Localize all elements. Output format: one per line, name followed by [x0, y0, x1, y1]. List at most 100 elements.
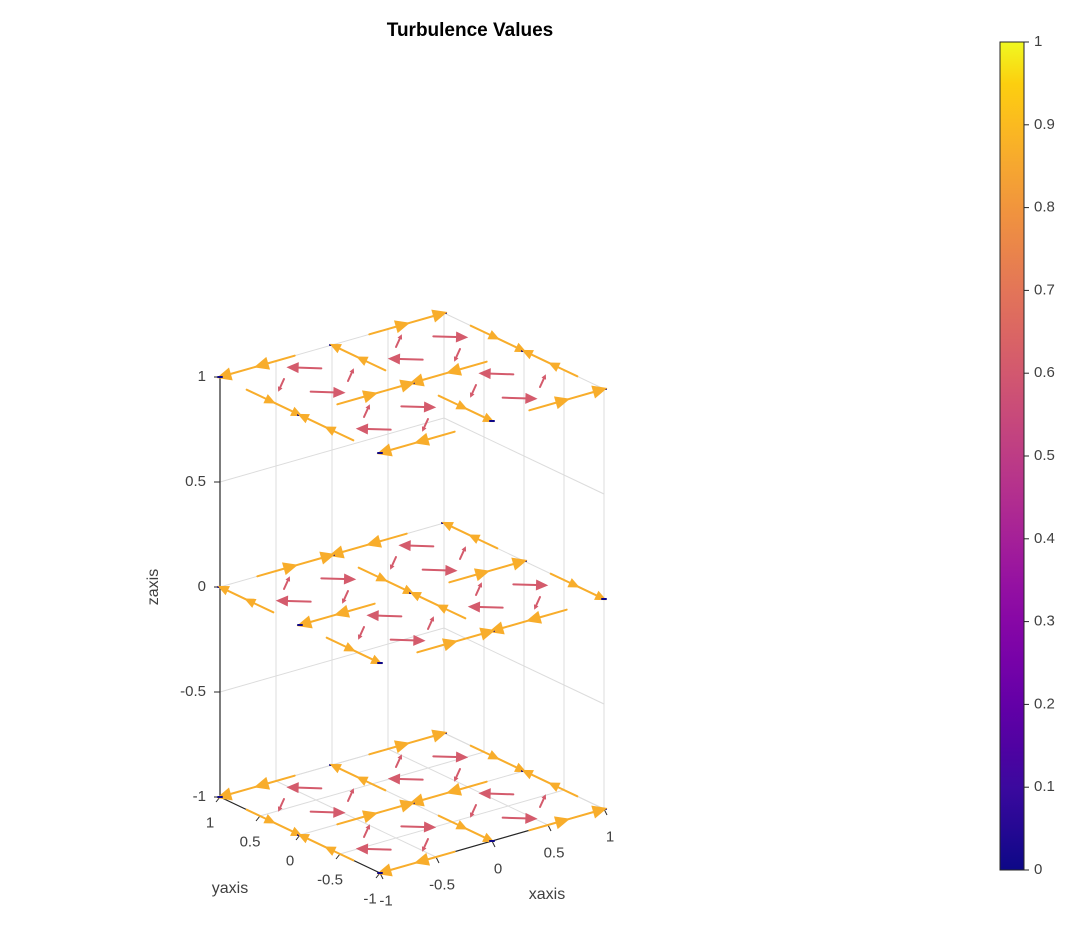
quiver-arrowhead — [474, 568, 490, 581]
quiver-arrow — [299, 788, 322, 789]
quiver-arrow — [273, 822, 292, 831]
quiver-arrow — [472, 805, 476, 813]
tick-label: -1 — [193, 788, 206, 805]
quiver-arrow — [231, 786, 257, 794]
quiver-arrow — [491, 794, 514, 795]
quiver-arrow — [396, 339, 400, 347]
quiver-arrowhead — [356, 843, 368, 854]
quiver-arrow — [392, 557, 396, 565]
quiver-arrow — [567, 812, 593, 820]
quiver-arrowhead — [424, 822, 436, 833]
quiver-arrow — [460, 362, 486, 370]
quiver-arrowhead — [536, 580, 548, 591]
quiver-arrowhead — [431, 310, 447, 323]
quiver-arrowhead — [362, 390, 378, 403]
quiver-arrow — [247, 810, 266, 819]
quiver-arrow — [428, 621, 432, 629]
quiver-arrow — [257, 569, 283, 577]
quiver-arrowhead — [334, 605, 350, 618]
quiver-arrowhead — [445, 565, 457, 576]
quiver-arrow — [529, 823, 555, 831]
quiver-arrowhead — [526, 611, 542, 624]
quiver-arrowhead — [286, 782, 298, 793]
quiver-arrow — [348, 373, 352, 381]
quiver-arrow — [420, 597, 439, 606]
quiver-arrow — [334, 431, 353, 440]
quiver-arrowhead — [394, 740, 410, 753]
z-axis-label: zaxis — [145, 569, 162, 605]
quiver-arrowhead — [478, 368, 490, 379]
quiver-arrowhead — [297, 615, 313, 628]
quiver-arrow — [532, 775, 551, 784]
quiver-arrow — [280, 799, 284, 807]
tick-label: 1 — [606, 828, 614, 845]
quiver-arrowhead — [446, 783, 462, 796]
tick-label: 0 — [286, 852, 294, 869]
quiver-arrow — [452, 527, 471, 536]
quiver-arrowhead — [456, 332, 468, 343]
quiver-arrowhead — [282, 562, 298, 575]
quiver-arrowhead — [424, 402, 436, 413]
quiver-arrow — [299, 368, 322, 369]
quiver-arrow — [364, 409, 368, 417]
quiver-arrow — [268, 356, 294, 364]
quiver-arrow — [400, 779, 423, 780]
quiver-arrowhead — [394, 320, 410, 333]
tick-label: 0.5 — [185, 473, 206, 490]
quiver-arrowhead — [388, 353, 400, 364]
quiver-arrow — [411, 546, 434, 547]
tick-label: 1 — [198, 368, 206, 385]
quiver-arrow — [503, 398, 526, 399]
quiver-arrowhead — [414, 433, 430, 446]
quiver-arrow — [308, 419, 327, 428]
quiver-arrow — [391, 862, 417, 870]
quiver-arrow — [478, 539, 497, 548]
quiver-arrowhead — [525, 393, 537, 404]
quiver-arrowhead — [366, 535, 382, 548]
quiver-arrow — [513, 584, 536, 585]
quiver-arrow — [497, 338, 516, 347]
quiver-arrow — [558, 367, 577, 376]
quiver-arrow — [540, 799, 544, 807]
colorbar-tick-label: 0.4 — [1034, 530, 1055, 547]
tick-label: -1 — [363, 890, 376, 907]
quiver-arrow — [491, 374, 514, 375]
quiver-arrowhead — [413, 635, 425, 646]
colorbar-tick-label: 0.2 — [1034, 695, 1055, 712]
quiver-arrow — [497, 758, 516, 767]
quiver-arrow — [268, 776, 294, 784]
quiver-arrowhead — [356, 423, 368, 434]
quiver-arrow — [366, 361, 385, 370]
quiver-arrowhead — [398, 540, 410, 551]
quiver-arrow — [423, 792, 449, 800]
tick-label: -1 — [379, 892, 392, 909]
quiver-arrowhead — [333, 807, 345, 818]
quiver-arrow — [428, 432, 454, 440]
quiver-arrow — [423, 372, 449, 380]
quiver-arrow — [577, 586, 596, 595]
quiver-arrow — [439, 396, 458, 405]
quiver-arrow — [337, 397, 363, 405]
quiver-arrow — [532, 355, 551, 364]
quiver-arrowhead — [333, 387, 345, 398]
quiver-arrowhead — [344, 574, 356, 585]
quiver-arrow — [558, 787, 577, 796]
colorbar-tick-label: 0 — [1034, 861, 1042, 878]
quiver-arrowhead — [254, 357, 270, 370]
quiver-plot-svg: -1-0.500.51-1-0.500.51-1-0.500.51xaxisya… — [0, 0, 1080, 945]
quiver-arrow — [456, 769, 460, 777]
quiver-arrow — [391, 442, 417, 450]
tick-label: -0.5 — [317, 871, 343, 888]
quiver-arrow — [417, 645, 443, 653]
tick-label: 1 — [206, 814, 214, 831]
tick-label: 0 — [198, 578, 206, 595]
ticks-group: -1-0.500.51-1-0.500.51-1-0.500.51 — [180, 368, 614, 909]
quiver-arrowhead — [468, 601, 480, 612]
quiver-arrowhead — [554, 396, 570, 409]
tick-label: -0.5 — [429, 876, 455, 893]
quiver-arrow — [449, 575, 475, 583]
quiver-arrow — [433, 336, 456, 337]
quiver-arrow — [288, 601, 311, 602]
quiver-arrow — [424, 839, 428, 847]
quiver-arrowhead — [377, 443, 393, 456]
